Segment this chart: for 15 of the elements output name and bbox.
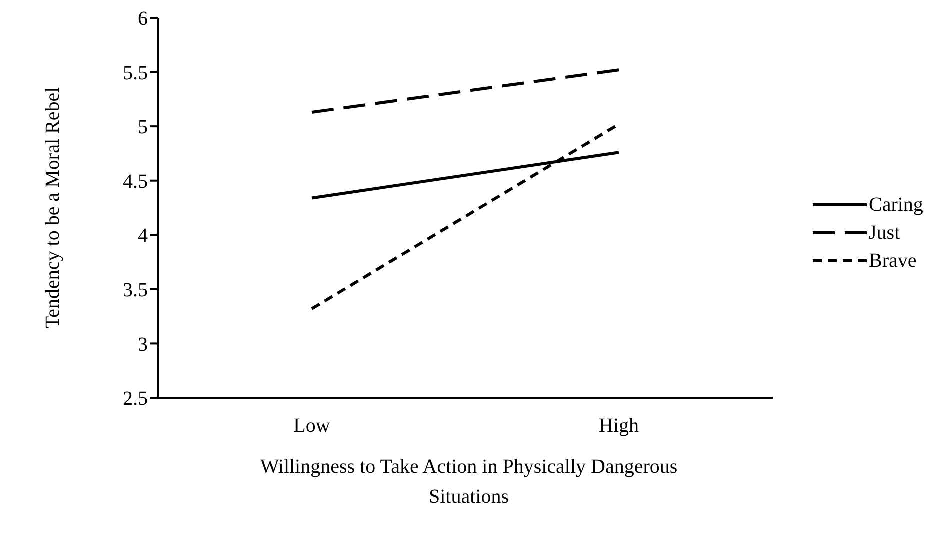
y-tick-label: 5 xyxy=(138,116,148,139)
y-tick-label: 6 xyxy=(138,8,148,30)
y-axis-title: Tendency to be a Moral Rebel xyxy=(42,86,64,329)
legend-label: Brave xyxy=(869,250,917,272)
y-tick-label: 2.5 xyxy=(123,388,148,410)
x-axis-title: Willingness to Take Action in Physically Dangerous Situations xyxy=(259,455,679,510)
legend-label: Just xyxy=(869,222,900,244)
x-tick-label: High xyxy=(599,415,639,438)
y-tick-label: 4.5 xyxy=(123,170,148,193)
y-tick-label: 4 xyxy=(138,225,148,248)
x-tick-label: Low xyxy=(294,415,331,438)
y-tick-label: 5.5 xyxy=(123,62,148,84)
y-tick-label: 3 xyxy=(138,334,148,356)
y-tick-label: 3.5 xyxy=(123,280,148,302)
legend-label: Caring xyxy=(869,194,924,216)
